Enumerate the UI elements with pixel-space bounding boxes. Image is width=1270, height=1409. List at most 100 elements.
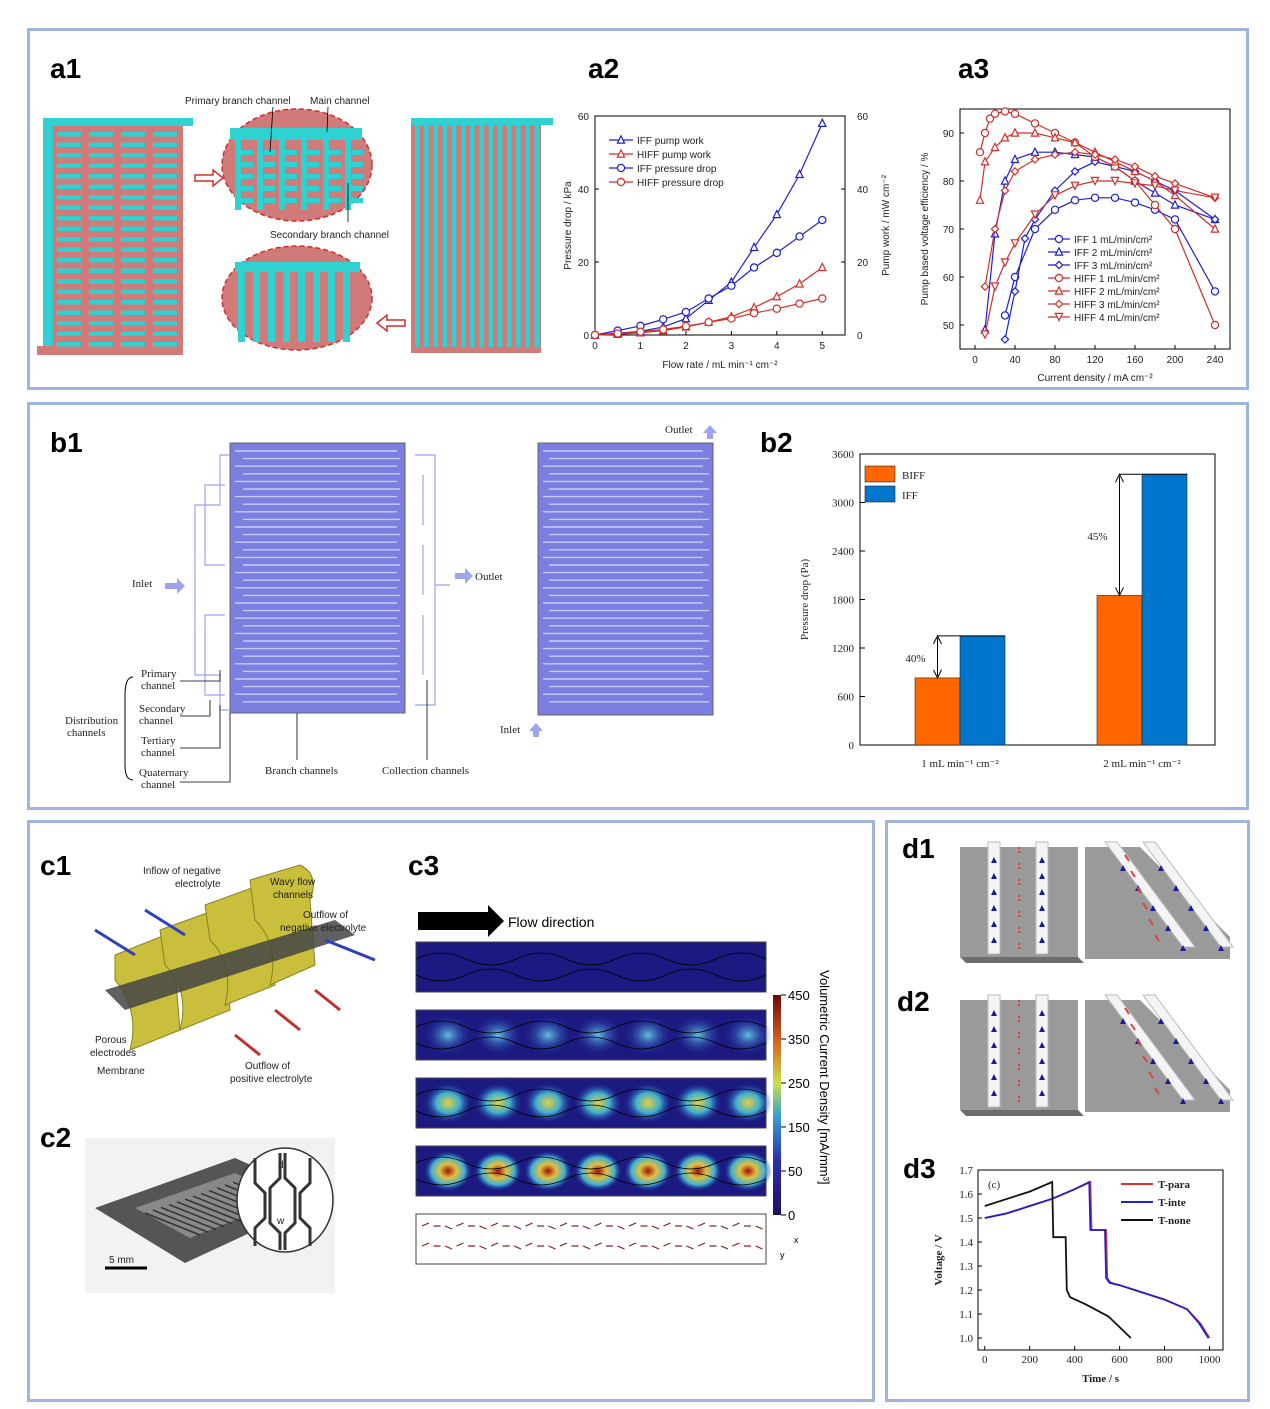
c3-vector-arrow: [444, 1245, 453, 1250]
a3-legend-marker: [1054, 246, 1064, 256]
d-crossflow: [1124, 854, 1130, 862]
b2-arrowhead: [1115, 587, 1124, 597]
a2-point: [817, 262, 827, 272]
a3-point: [1070, 147, 1080, 157]
b2-legend-swatch: [864, 485, 896, 503]
c3-wave-line: [415, 1088, 767, 1102]
c3-current-density-maps: Flow direction 450 350 250 150 50 0 Volumetri…: [415, 905, 832, 1265]
a3-point: [1210, 223, 1220, 233]
a1-slot: [89, 300, 113, 305]
a2-point: [590, 330, 600, 340]
a3-point: [1050, 150, 1060, 160]
c3-flow-label: Flow direction: [508, 914, 594, 930]
d3-ylabel: Voltage / V: [933, 1234, 945, 1285]
b1-distribution-l1: Distribution: [65, 715, 119, 727]
d-flow-arrow: [1039, 1074, 1045, 1080]
d3-xtick-label: 600: [1111, 1354, 1128, 1366]
c2-d-label: d: [278, 1160, 284, 1171]
a3-point: [1150, 181, 1160, 191]
a1-mag-slot: [285, 186, 297, 191]
a1-mag-slot: [241, 162, 253, 167]
d-channel: [1035, 994, 1049, 1108]
b2-ytick-label: 3000: [832, 498, 855, 510]
d-flow-arrow: [1180, 945, 1186, 951]
a1-primary-label: Primary branch channel: [185, 96, 291, 107]
a1-slot: [89, 331, 113, 336]
d-flow-arrow: [1180, 1098, 1186, 1104]
a2-point: [727, 314, 736, 323]
c3-vector-arrow: [720, 1245, 729, 1250]
c3-hotspot: [474, 1083, 522, 1123]
b2-ytick-label: 1200: [832, 643, 855, 655]
d3-panel-tag: (c): [988, 1179, 1001, 1191]
c3-hotspot: [524, 1083, 572, 1123]
c3-hotspot: [524, 1015, 572, 1055]
b2-ytick-label: 3600: [832, 449, 855, 461]
c3-vector-arrow: [444, 1225, 453, 1230]
d3-ytick-label: 1.4: [959, 1237, 973, 1249]
a2-point: [794, 168, 805, 179]
b2-bar: [1141, 473, 1188, 746]
d-flow-arrow: [1039, 921, 1045, 927]
c1-wavy-l1: Wavy flow: [270, 877, 316, 888]
a3-ytick-label: 90: [943, 129, 955, 140]
a3-point: [1110, 193, 1120, 203]
a3-point: [1090, 157, 1100, 167]
c1-outneg-l1: Outflow of: [303, 910, 348, 921]
c3-vector-arrow: [697, 1242, 706, 1247]
c3-vector-strip: [415, 1213, 767, 1265]
a1-parallel-channel: [497, 125, 503, 347]
a1-mag-branch: [235, 140, 241, 210]
c3-vector-arrow: [490, 1222, 499, 1227]
d3-ytick-label: 1.1: [959, 1309, 973, 1321]
a3-xtick-label: 240: [1207, 355, 1224, 366]
d-flow-arrow: [1150, 1058, 1156, 1064]
a1-mag-slot: [329, 198, 341, 203]
d-crossflow: [1142, 1055, 1148, 1063]
a1-mag-slot: [263, 150, 275, 155]
a1-parallel-channel: [488, 125, 494, 347]
a1-mag-slot: [329, 150, 341, 155]
a1-slot: [89, 226, 113, 231]
a1-parallel-channel: [516, 125, 521, 347]
a3-point: [975, 148, 985, 157]
c3-vector-arrow: [479, 1225, 487, 1230]
a1-parallel-channel: [415, 125, 420, 347]
a2-point: [772, 304, 782, 313]
a1-slot: [121, 163, 145, 168]
c3-hotspot: [574, 1015, 622, 1055]
a1-slot: [57, 237, 81, 242]
c3-vector-arrow: [513, 1225, 522, 1230]
c3-hotspot: [424, 1151, 472, 1191]
b1-secondary-l2: channel: [139, 715, 173, 727]
c3-vector-arrow: [479, 1245, 487, 1250]
a1-slot: [121, 342, 145, 347]
a3-point: [1030, 119, 1040, 128]
a3-point: [1070, 181, 1080, 191]
a1-mag2-channel: [238, 272, 245, 342]
a1-slot: [89, 205, 113, 210]
c3-hotspot: [424, 1015, 472, 1055]
a1-slot: [153, 195, 177, 200]
c3-hotspot: [724, 1083, 772, 1123]
a1-mag-slot: [241, 174, 253, 179]
c3-vector-arrow: [628, 1242, 637, 1247]
a1-slot: [153, 132, 177, 137]
b1-primary-l2: channel: [141, 680, 175, 692]
d-flow-arrow: [1150, 905, 1156, 911]
a1-mag-slot: [285, 174, 297, 179]
a1-slot: [121, 142, 145, 147]
a1-mag2-main: [235, 262, 360, 272]
d-flow-arrow: [1158, 1018, 1164, 1024]
c3-vector-arrow: [755, 1245, 763, 1250]
d-flow-arrow: [1120, 1018, 1126, 1024]
b1-secondary-l1: Secondary: [139, 703, 186, 715]
d1-d2-channel-illustrations: [960, 841, 1234, 1116]
a3-point: [1130, 179, 1140, 189]
label-d2: d2: [897, 986, 930, 1017]
b1-inlet-label: Inlet: [132, 578, 152, 590]
c1-wavy-cell-illustration: Inflow of negative electrolyte Wavy flow…: [90, 864, 376, 1085]
a1-slot: [57, 289, 81, 294]
a1-slot: [153, 184, 177, 189]
a1-slot: [89, 174, 113, 179]
